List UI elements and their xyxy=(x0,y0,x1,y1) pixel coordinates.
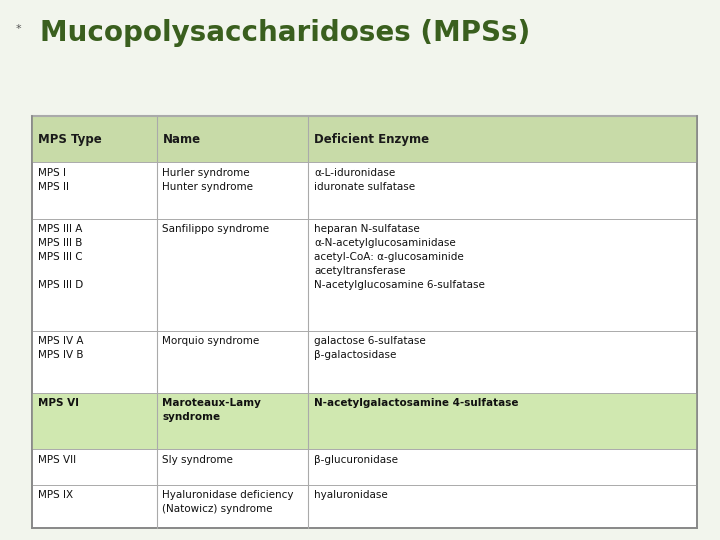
Text: α-L-iduronidase
iduronate sulfatase: α-L-iduronidase iduronate sulfatase xyxy=(314,167,415,192)
Text: Hurler syndrome
Hunter syndrome: Hurler syndrome Hunter syndrome xyxy=(163,167,253,192)
Text: MPS IV A
MPS IV B: MPS IV A MPS IV B xyxy=(38,336,84,360)
Text: Deficient Enzyme: Deficient Enzyme xyxy=(314,133,429,146)
Text: MPS Type: MPS Type xyxy=(38,133,102,146)
Text: galactose 6-sulfatase
β-galactosidase: galactose 6-sulfatase β-galactosidase xyxy=(314,336,426,360)
Text: Morquio syndrome: Morquio syndrome xyxy=(163,336,260,346)
Text: Sanfilippo syndrome: Sanfilippo syndrome xyxy=(163,224,269,234)
Text: hyaluronidase: hyaluronidase xyxy=(314,490,387,500)
FancyBboxPatch shape xyxy=(32,393,697,449)
Text: *: * xyxy=(16,24,22,35)
Text: MPS III A
MPS III B
MPS III C

MPS III D: MPS III A MPS III B MPS III C MPS III D xyxy=(38,224,84,290)
Text: N-acetylgalactosamine 4-sulfatase: N-acetylgalactosamine 4-sulfatase xyxy=(314,398,518,408)
Text: Sly syndrome: Sly syndrome xyxy=(163,455,233,464)
Text: MPS VI: MPS VI xyxy=(38,398,79,408)
Text: Hyaluronidase deficiency
(Natowicz) syndrome: Hyaluronidase deficiency (Natowicz) synd… xyxy=(163,490,294,514)
FancyBboxPatch shape xyxy=(32,116,697,528)
Text: β-glucuronidase: β-glucuronidase xyxy=(314,455,398,464)
FancyBboxPatch shape xyxy=(32,116,697,162)
Text: Mucopolysaccharidoses (MPSs): Mucopolysaccharidoses (MPSs) xyxy=(40,19,530,47)
Text: Name: Name xyxy=(163,133,201,146)
Text: MPS IX: MPS IX xyxy=(38,490,73,500)
Text: heparan N-sulfatase
α-N-acetylglucosaminidase
acetyl-CoA: α-glucosaminide
acetyl: heparan N-sulfatase α-N-acetylglucosamin… xyxy=(314,224,485,290)
Text: Maroteaux-Lamy
syndrome: Maroteaux-Lamy syndrome xyxy=(163,398,261,422)
Text: MPS VII: MPS VII xyxy=(38,455,76,464)
Text: MPS I
MPS II: MPS I MPS II xyxy=(38,167,69,192)
